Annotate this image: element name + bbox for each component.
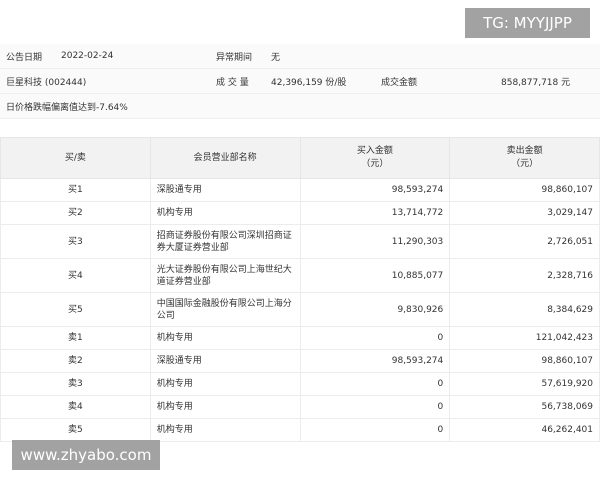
header-buy: 买入金额 （元）	[299, 137, 451, 179]
branch-cell: 招商证券股份有限公司深圳招商证券大厦证券营业部	[149, 224, 301, 259]
branch-cell: 机构专用	[149, 372, 301, 396]
trading-table: 买/卖 会员营业部名称 买入金额 （元） 卖出金额 （元） 买1 深股通专用 98,…	[0, 137, 600, 442]
branch-cell: 机构专用	[149, 418, 301, 442]
info-row-volume: 巨星科技 (002444) 成 交 量 42,396,159 份/股 成交金额 …	[0, 68, 600, 94]
date-label: 公告日期	[0, 44, 55, 69]
table-row: 卖4 机构专用 0 56,738,069	[0, 395, 600, 419]
watermark-bottom: www.zhyabo.com	[12, 440, 160, 470]
table-row: 买3 招商证券股份有限公司深圳招商证券大厦证券营业部 11,290,303 2,726…	[0, 224, 600, 259]
header-branch: 会员营业部名称	[149, 137, 301, 179]
side-cell: 买2	[0, 201, 151, 225]
table-row: 卖2 深股通专用 98,593,274 98,860,107	[0, 349, 600, 373]
table-row: 买1 深股通专用 98,593,274 98,860,107	[0, 178, 600, 202]
info-table: 公告日期 2022-02-24 异常期间 无 巨星科技 (002444) 成 交…	[0, 44, 600, 119]
branch-cell: 机构专用	[149, 326, 301, 350]
buy-amount-cell: 0	[299, 326, 451, 350]
table-row: 卖5 机构专用 0 46,262,401	[0, 418, 600, 442]
buy-amount-cell: 9,830,926	[299, 292, 451, 327]
sell-amount-cell: 3,029,147	[449, 201, 600, 225]
sell-amount-cell: 56,738,069	[449, 395, 600, 419]
header-side: 买/卖	[0, 137, 151, 179]
reason: 日价格跌幅偏离值达到-7.64%	[0, 93, 600, 119]
branch-cell: 光大证券股份有限公司上海世纪大道证券营业部	[149, 258, 301, 293]
branch-cell: 机构专用	[149, 201, 301, 225]
buy-amount-cell: 0	[299, 395, 451, 419]
side-cell: 卖4	[0, 395, 151, 419]
table-row: 买4 光大证券股份有限公司上海世纪大道证券营业部 10,885,077 2,328,7…	[0, 258, 600, 293]
buy-amount-cell: 0	[299, 372, 451, 396]
side-cell: 卖1	[0, 326, 151, 350]
table-row: 卖3 机构专用 0 57,619,920	[0, 372, 600, 396]
volume-value: 42,396,159 份/股	[265, 68, 375, 94]
buy-amount-cell: 11,290,303	[299, 224, 451, 259]
table-row: 买2 机构专用 13,714,772 3,029,147	[0, 201, 600, 225]
side-cell: 卖5	[0, 418, 151, 442]
table-header: 买/卖 会员营业部名称 买入金额 （元） 卖出金额 （元）	[0, 137, 600, 179]
sell-amount-cell: 57,619,920	[449, 372, 600, 396]
side-cell: 买5	[0, 292, 151, 327]
table-row: 买5 中国国际金融股份有限公司上海分公司 9,830,926 8,384,629	[0, 292, 600, 327]
buy-amount-cell: 10,885,077	[299, 258, 451, 293]
info-row-reason: 日价格跌幅偏离值达到-7.64%	[0, 93, 600, 119]
info-row-date: 公告日期 2022-02-24 异常期间 无	[0, 44, 600, 69]
sell-amount-cell: 98,860,107	[449, 178, 600, 202]
sell-amount-cell: 46,262,401	[449, 418, 600, 442]
date-value: 2022-02-24	[55, 44, 210, 69]
side-cell: 买4	[0, 258, 151, 293]
buy-amount-cell: 13,714,772	[299, 201, 451, 225]
side-cell: 卖2	[0, 349, 151, 373]
amount-value: 858,877,718 元	[495, 68, 600, 94]
sell-amount-cell: 2,726,051	[449, 224, 600, 259]
volume-label: 成 交 量	[210, 68, 265, 94]
stock-name: 巨星科技 (002444)	[0, 68, 210, 94]
sell-amount-cell: 121,042,423	[449, 326, 600, 350]
table-row: 卖1 机构专用 0 121,042,423	[0, 326, 600, 350]
buy-amount-cell: 98,593,274	[299, 178, 451, 202]
branch-cell: 深股通专用	[149, 178, 301, 202]
branch-cell: 深股通专用	[149, 349, 301, 373]
sell-amount-cell: 98,860,107	[449, 349, 600, 373]
sell-amount-cell: 2,328,716	[449, 258, 600, 293]
side-cell: 卖3	[0, 372, 151, 396]
watermark-top: TG: MYYJJPP	[465, 8, 590, 38]
branch-cell: 机构专用	[149, 395, 301, 419]
period-value: 无	[265, 44, 375, 69]
side-cell: 买3	[0, 224, 151, 259]
period-label: 异常期间	[210, 44, 265, 69]
buy-amount-cell: 98,593,274	[299, 349, 451, 373]
sell-amount-cell: 8,384,629	[449, 292, 600, 327]
buy-amount-cell: 0	[299, 418, 451, 442]
amount-label: 成交金额	[375, 68, 495, 94]
branch-cell: 中国国际金融股份有限公司上海分公司	[149, 292, 301, 327]
header-sell: 卖出金额 （元）	[449, 137, 600, 179]
side-cell: 买1	[0, 178, 151, 202]
